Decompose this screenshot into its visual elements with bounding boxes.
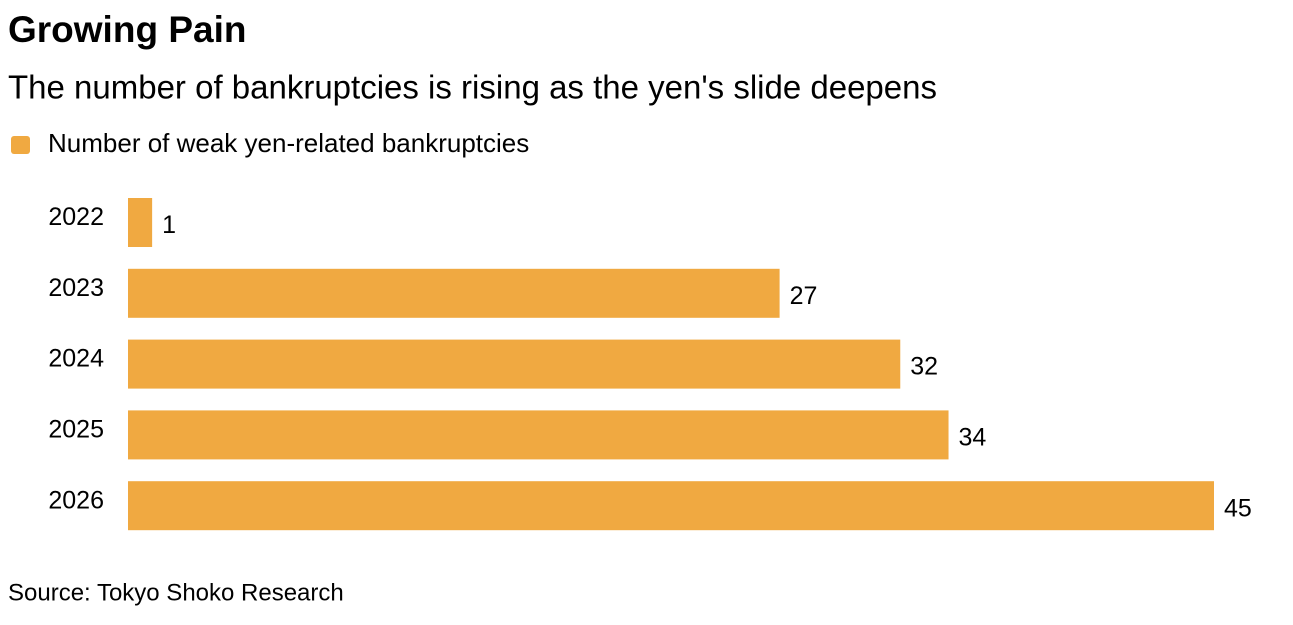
bar (128, 268, 780, 318)
y-tick-label: 2022 (48, 203, 104, 231)
chart-subtitle: The number of bankruptcies is rising as … (8, 69, 937, 106)
y-tick-label: 2025 (48, 416, 104, 444)
y-tick-label: 2024 (48, 345, 104, 373)
bar (128, 198, 153, 247)
source: Source: Tokyo Shoko Research (8, 579, 344, 606)
value-label: 45 (1224, 494, 1252, 522)
chart-title: Growing Pain (8, 9, 246, 50)
value-label: 34 (959, 424, 987, 452)
y-tick-label: 2026 (48, 486, 104, 514)
bar (128, 410, 949, 460)
value-label: 32 (910, 353, 938, 381)
legend-label: Number of weak yen-related bankruptcies (48, 128, 529, 158)
bar (128, 339, 901, 389)
value-label: 27 (790, 282, 818, 310)
y-tick-label: 2023 (48, 274, 104, 302)
legend-swatch (11, 136, 30, 154)
value-label: 1 (162, 211, 176, 239)
bar (128, 481, 1214, 531)
